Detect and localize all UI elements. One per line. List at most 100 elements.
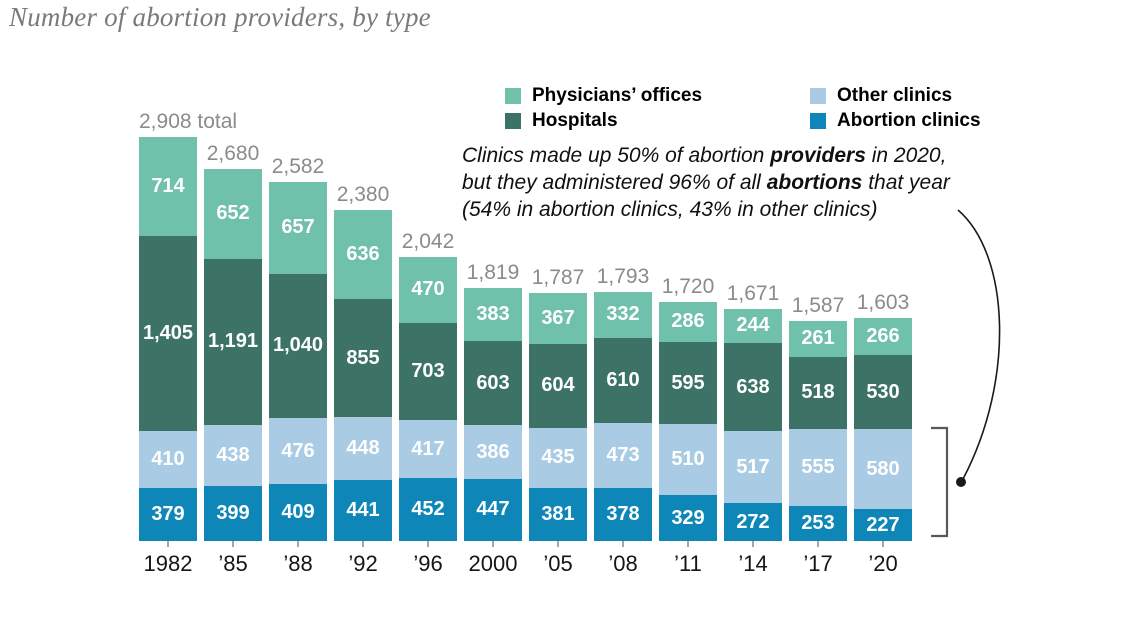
axis-tick	[492, 541, 494, 547]
bar-segment: 604	[529, 343, 587, 428]
bar-segment: 517	[724, 431, 782, 504]
bar-segment: 1,191	[204, 259, 262, 425]
legend-label: Physicians’ offices	[532, 84, 703, 106]
bar-value-label: 452	[411, 498, 445, 521]
bar-08: 1,793 332 610 473 378	[594, 265, 652, 541]
bar-segment: 703	[399, 322, 457, 421]
axis-tick	[622, 541, 624, 547]
bar-total-label: 2,582	[271, 155, 325, 179]
axis-tick	[167, 541, 169, 547]
bar-value-label: 272	[736, 510, 770, 533]
x-axis-label: ’14	[738, 551, 768, 576]
x-axis-label: ’11	[674, 551, 702, 576]
annotation-bold-text: providers	[770, 144, 866, 167]
annotation-line: (54% in abortion clinics, 43% in other c…	[462, 196, 950, 223]
x-axis-label: ’08	[608, 551, 638, 576]
annotation-text-segment: but they administered 96% of all	[462, 171, 767, 194]
bar-segment: 272	[724, 503, 782, 541]
axis-tick	[752, 541, 754, 547]
bar-segment: 244	[724, 308, 782, 343]
bar-segment: 367	[529, 292, 587, 344]
x-axis-label: 2000	[468, 551, 518, 576]
bar-total-label: 1,603	[856, 291, 910, 315]
chart-title: Number of abortion providers, by type	[9, 2, 431, 32]
bar-value-label: 447	[476, 498, 510, 521]
legend-item: Abortion clinics	[810, 110, 981, 131]
bar-value-label: 227	[866, 513, 900, 536]
annotation-text-segment: in 2020,	[865, 144, 947, 167]
bar-value-label: 657	[281, 216, 315, 239]
bar-value-label: 244	[736, 314, 770, 337]
bar-segment: 610	[594, 338, 652, 423]
bar-segment: 399	[204, 485, 262, 541]
legend-item: Hospitals	[505, 110, 702, 131]
legend-swatch-icon	[810, 87, 826, 104]
annotation-line: Clinics made up 50% of abortion provider…	[462, 142, 950, 169]
bar-total-label: 2,680	[206, 141, 260, 165]
bar-segment: 530	[854, 355, 912, 429]
annotation-line: but they administered 96% of all abortio…	[462, 169, 950, 196]
legend-swatch-icon	[810, 112, 826, 129]
bar-value-label: 367	[541, 306, 575, 329]
annotation-text-segment: Clinics made up 50% of abortion	[462, 144, 771, 167]
legend-item: Other clinics	[810, 85, 981, 106]
bar-value-label: 610	[606, 368, 640, 391]
bar-segment: 378	[594, 488, 652, 541]
bar-value-label: 580	[866, 457, 900, 480]
bar-segment: 518	[789, 356, 847, 429]
annotation-text: Clinics made up 50% of abortion provider…	[462, 142, 950, 223]
annotation-bold-text: abortions	[766, 171, 863, 194]
legend-column-1: Physicians’ offices Hospitals	[505, 84, 703, 136]
bar-value-label: 470	[411, 278, 445, 301]
axis-tick	[882, 541, 884, 547]
bar-value-label: 595	[671, 371, 705, 394]
bar-segment: 448	[334, 417, 392, 480]
bar-value-label: 448	[346, 437, 380, 460]
bar-segment: 510	[659, 424, 717, 496]
bar-total-label: 1,720	[661, 275, 715, 299]
bar-value-label: 438	[216, 443, 250, 466]
bar-segment: 410	[139, 431, 197, 489]
axis-tick	[362, 541, 364, 547]
bar-segment: 657	[269, 182, 327, 274]
x-axis-label: ’05	[543, 551, 573, 576]
bar-value-label: 555	[801, 455, 835, 478]
bar-05: 1,787 367 604 435 381	[529, 266, 587, 541]
bar-segment: 227	[854, 509, 912, 541]
x-axis-label: ’17	[803, 551, 833, 576]
bar-segment: 1,405	[139, 236, 197, 432]
bar-value-label: 261	[801, 327, 835, 350]
bar-segment: 435	[529, 427, 587, 489]
bar-11: 1,720 286 595 510 329	[659, 275, 717, 541]
annotation-text-segment: (54% in abortion clinics, 43% in other c…	[462, 198, 878, 221]
bar-segment: 253	[789, 505, 847, 541]
bar-value-label: 379	[151, 503, 185, 526]
bar-1982: 2,908 total 714 1,405 410 379	[139, 110, 237, 541]
bar-value-label: 473	[606, 444, 640, 467]
bar-value-label: 329	[671, 506, 705, 529]
legend-column-2: Other clinics Abortion clinics	[810, 85, 981, 136]
bar-value-label: 441	[346, 498, 380, 521]
bar-value-label: 378	[606, 503, 640, 526]
bar-segment: 555	[789, 428, 847, 506]
bar-value-label: 510	[671, 448, 705, 471]
bar-value-label: 476	[281, 439, 315, 462]
bar-total-label: 2,380	[336, 183, 390, 207]
bar-segment: 266	[854, 318, 912, 356]
bar-value-label: 518	[801, 381, 835, 404]
bar-segment: 379	[139, 488, 197, 541]
bar-total-label: 1,671	[726, 281, 780, 305]
bar-value-label: 1,405	[142, 322, 194, 345]
bar-88: 2,582 657 1,040 476 409	[269, 155, 327, 541]
bar-segment: 638	[724, 342, 782, 432]
bar-segment: 383	[464, 288, 522, 342]
bar-value-label: 266	[866, 325, 900, 348]
bar-value-label: 381	[541, 503, 575, 525]
bar-value-label: 386	[476, 440, 510, 463]
bar-segment: 855	[334, 298, 392, 418]
bar-value-label: 417	[411, 437, 445, 460]
bar-value-label: 636	[346, 243, 380, 266]
bar-segment: 1,040	[269, 273, 327, 419]
bar-segment: 332	[594, 291, 652, 338]
